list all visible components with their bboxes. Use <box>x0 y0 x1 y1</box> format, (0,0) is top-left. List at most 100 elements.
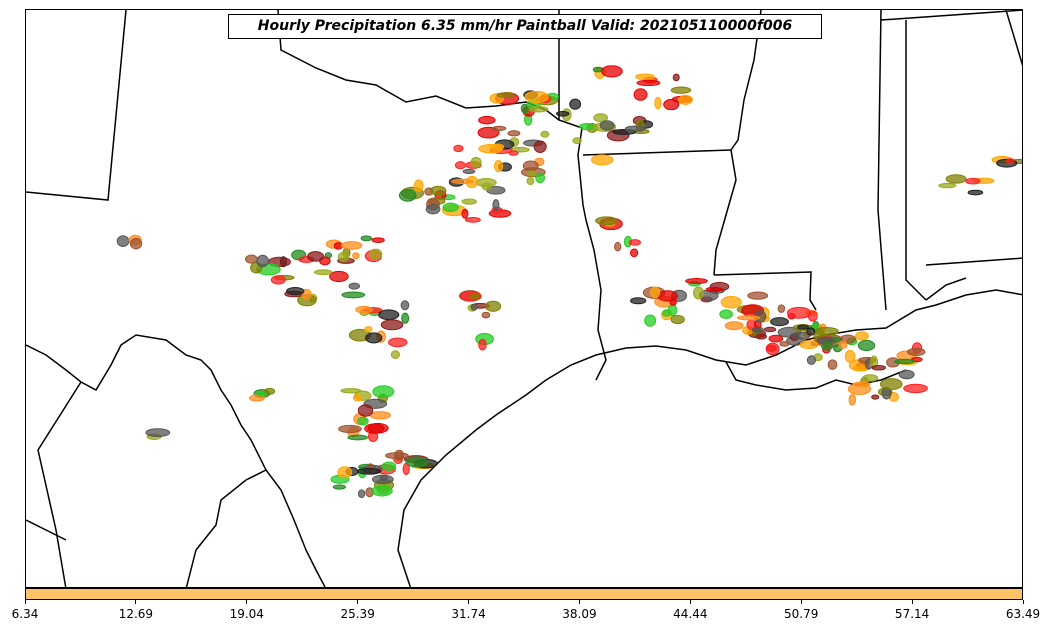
precip-blob <box>593 113 609 123</box>
precip-blob <box>380 319 404 331</box>
precip-blob <box>401 312 410 324</box>
precip-blob <box>364 423 385 434</box>
precip-blob <box>806 355 816 365</box>
precip-blob <box>736 315 761 321</box>
precip-blob <box>692 286 704 300</box>
texas-louisiana-border <box>585 219 607 381</box>
precip-blob <box>490 143 505 150</box>
precip-blob <box>670 86 692 94</box>
precip-blob <box>633 88 648 101</box>
precip-blob <box>256 254 269 268</box>
precip-blob <box>770 317 789 327</box>
precip-blob <box>755 333 767 340</box>
texas-panhandle-west-border <box>26 10 127 201</box>
precip-blob <box>129 237 143 250</box>
precip-blob <box>285 287 305 296</box>
precip-blob <box>357 416 369 426</box>
precip-blob <box>451 178 474 185</box>
florida-border <box>925 257 1022 266</box>
precip-blob <box>481 311 491 319</box>
precip-blob <box>862 374 879 382</box>
precip-blob <box>599 120 615 131</box>
precip-blob <box>492 199 500 211</box>
precip-blob <box>644 314 657 327</box>
precip-blob <box>630 248 639 258</box>
precip-blob <box>572 137 582 145</box>
precip-blob <box>807 310 818 322</box>
colorbar-tick-label: 38.09 <box>562 607 597 621</box>
precip-blob <box>442 202 459 213</box>
tennessee-border <box>880 10 1022 21</box>
precip-blob <box>893 358 915 365</box>
precip-blob <box>461 198 477 205</box>
precip-blob <box>263 387 276 395</box>
precip-blob <box>347 434 368 441</box>
precip-blob <box>340 241 363 250</box>
precip-blob <box>799 340 819 350</box>
precip-blob <box>470 156 482 168</box>
precip-blob <box>747 291 769 300</box>
precip-blob <box>628 239 641 246</box>
precip-blob <box>847 383 872 396</box>
precip-blob <box>116 235 130 247</box>
state-boundaries <box>26 10 1022 587</box>
precip-blob <box>352 252 360 260</box>
map-canvas <box>26 10 1022 587</box>
precip-blob <box>855 331 869 341</box>
precip-blob <box>508 150 519 156</box>
precip-blob <box>470 303 478 311</box>
precip-blob <box>670 314 685 325</box>
colorbar-tick-label: 50.79 <box>784 607 819 621</box>
precip-blob <box>398 189 417 202</box>
colorbar-tick-mark <box>911 600 913 604</box>
precip-blob <box>368 248 383 260</box>
louisiana-mississippi-border <box>713 271 817 311</box>
precip-blob <box>454 161 466 170</box>
colorbar-tick-label: 44.44 <box>673 607 708 621</box>
precip-blob <box>797 324 809 330</box>
precip-blob <box>524 90 549 104</box>
precip-blob <box>751 326 764 334</box>
colorbar-tick-mark <box>24 600 26 604</box>
precip-blob <box>470 292 480 300</box>
precip-blob <box>555 110 570 117</box>
precip-blob <box>453 144 464 153</box>
precip-blob <box>352 394 363 402</box>
precip-blob <box>464 216 481 223</box>
gulf-coast <box>397 289 1022 587</box>
precip-blob <box>779 341 790 347</box>
colorbar-tick-label: 63.49 <box>1005 607 1041 621</box>
precip-blob <box>614 241 622 252</box>
colorbar-tick-label: 19.04 <box>229 607 264 621</box>
precip-blob <box>371 237 385 243</box>
precip-blob <box>540 130 550 138</box>
precip-blob <box>650 286 661 299</box>
precip-blob <box>763 326 777 333</box>
precip-blob <box>595 216 619 226</box>
precip-blob <box>360 235 373 242</box>
precip-blob <box>857 339 876 352</box>
colorbar-tick-mark <box>135 600 137 604</box>
precip-blob <box>425 203 441 215</box>
precip-blob <box>768 334 784 343</box>
precip-blob <box>491 125 507 131</box>
precip-blob <box>848 394 857 406</box>
precip-blob <box>245 254 258 264</box>
colorbar-tick-label: 12.69 <box>118 607 154 621</box>
colorbar-tick-mark <box>689 600 691 604</box>
precip-blob <box>569 98 582 110</box>
precip-blob <box>871 394 880 400</box>
precip-blob <box>590 154 614 166</box>
precip-blob <box>307 251 325 262</box>
colorbar-tick-label: 31.74 <box>451 607 486 621</box>
precip-blob <box>329 270 349 283</box>
precip-blob <box>526 177 535 186</box>
colorbar-tick-mark <box>246 600 248 604</box>
precip-blob <box>786 306 812 319</box>
precip-blob <box>630 297 647 305</box>
precip-blob <box>270 275 286 285</box>
precip-blob <box>388 337 408 348</box>
precip-blob <box>903 383 928 394</box>
precip-blob <box>145 428 171 438</box>
precip-blob <box>719 309 733 319</box>
